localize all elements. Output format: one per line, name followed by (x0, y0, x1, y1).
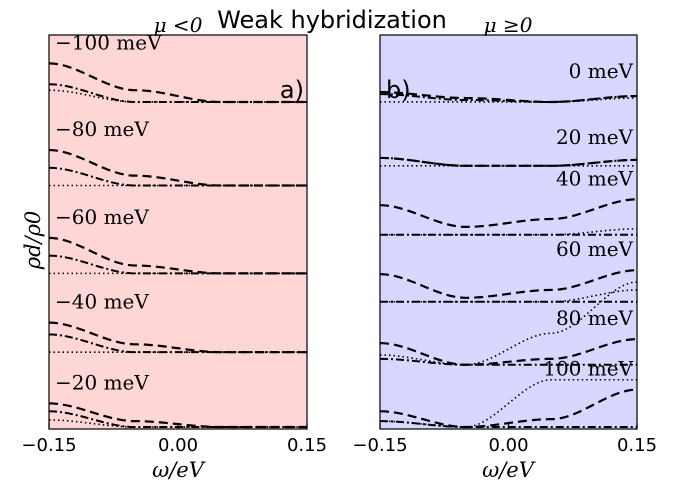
panel-b-series-4-dotted-line (379, 281, 638, 366)
panel-a-series-label-4: −20 meV (55, 370, 149, 394)
panel-a-x-tick-label-2: 0.15 (287, 435, 327, 456)
panel-b-x-tick-label-1: 0.00 (488, 435, 528, 456)
panel-a-x-axis-label: ω/eV (152, 458, 206, 482)
panel-a-series-label-3: −40 meV (55, 290, 149, 314)
panel-a-series-label-2: −60 meV (55, 205, 149, 229)
panel-a-series-0-dashed-line (48, 62, 307, 104)
panel-a-top-label: μ <0 (154, 13, 203, 37)
panel-a-series-label-0: −100 meV (55, 30, 162, 54)
panel-b-x-axis-label: ω/eV (482, 458, 536, 482)
panel-b-series-labels: 0 meV 20 meV 40 meV 60 meV 80 meV 100 meV (543, 59, 633, 380)
panel-b-series-3-dashed-line (379, 269, 638, 299)
panel-a-label: a) (280, 76, 304, 104)
panel-b-series-label-1: 20 meV (556, 125, 634, 149)
panel-a-series-2-dashdot-line (48, 254, 307, 275)
panel-a-series-2-dashed-line (48, 236, 307, 275)
panel-b-series-2-dashed-line (379, 198, 638, 228)
panel-a-series-3-dashdot-line (48, 333, 307, 354)
panel-b-series-label-2: 40 meV (556, 166, 634, 190)
panel-a: −100 meV−80 meV−60 meV−40 meV−20 meV a) … (21, 13, 327, 482)
panel-b-x-tick-label-2: 0.15 (617, 435, 657, 456)
panel-b-series-label-4: 80 meV (556, 306, 634, 330)
panel-b-series-0-dashed-line (379, 91, 638, 104)
panel-a-series-labels: −100 meV −80 meV −60 meV −40 meV −20 meV (55, 30, 162, 394)
figure-title: Weak hybridization (217, 6, 447, 34)
panel-b-label: b) (386, 76, 411, 104)
panel-a-series-3-dashed-line (48, 321, 307, 354)
panel-b-series-label-0: 0 meV (569, 59, 634, 83)
panel-a-x-ticks: −0.15 0.00 0.15 (21, 423, 327, 456)
panel-b-series-4-dashed-line (379, 338, 638, 366)
panel-b-series-5-dotted-line (379, 378, 637, 428)
panel-b-x-tick-label-0: −0.15 (352, 435, 407, 456)
panel-b-x-ticks: −0.15 0.00 0.15 (352, 423, 657, 456)
panel-a-background (49, 35, 307, 429)
panel-b-series-label-5: 100 meV (543, 357, 633, 381)
panel-a-x-tick-label-1: 0.00 (158, 435, 198, 456)
panel-b-top-label: μ ≥0 (484, 13, 533, 37)
panel-b-series-1-dashed-line (379, 156, 638, 167)
panel-b-series-label-3: 60 meV (556, 237, 634, 261)
panel-a-series-label-1: −80 meV (55, 117, 149, 141)
panel-b-series-4-dashdot-line (379, 357, 637, 366)
panel-a-x-tick-label-0: −0.15 (21, 435, 76, 456)
panel-a-series-1-dashdot-line (48, 166, 307, 187)
panel-a-series-1-dashed-line (48, 148, 307, 187)
panel-a-series-0-dashdot-line (48, 83, 307, 103)
panel-a-y-axis-label: ρd/ρ0 (21, 211, 45, 271)
